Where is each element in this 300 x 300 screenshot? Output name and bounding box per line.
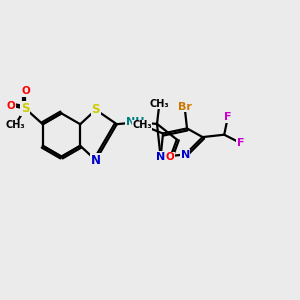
- Text: O: O: [166, 152, 175, 163]
- Text: S: S: [92, 103, 100, 116]
- Text: CH₃: CH₃: [5, 120, 25, 130]
- Text: N: N: [156, 152, 165, 162]
- Text: O: O: [7, 100, 15, 111]
- Text: Br: Br: [178, 102, 191, 112]
- Text: O: O: [21, 86, 30, 96]
- Text: S: S: [21, 102, 30, 115]
- Text: N: N: [181, 149, 190, 160]
- Text: CH₃: CH₃: [150, 98, 169, 109]
- Text: NH: NH: [126, 117, 145, 128]
- Text: N: N: [91, 154, 101, 167]
- Text: F: F: [237, 138, 244, 148]
- Text: F: F: [224, 112, 232, 122]
- Text: CH₃: CH₃: [132, 120, 152, 130]
